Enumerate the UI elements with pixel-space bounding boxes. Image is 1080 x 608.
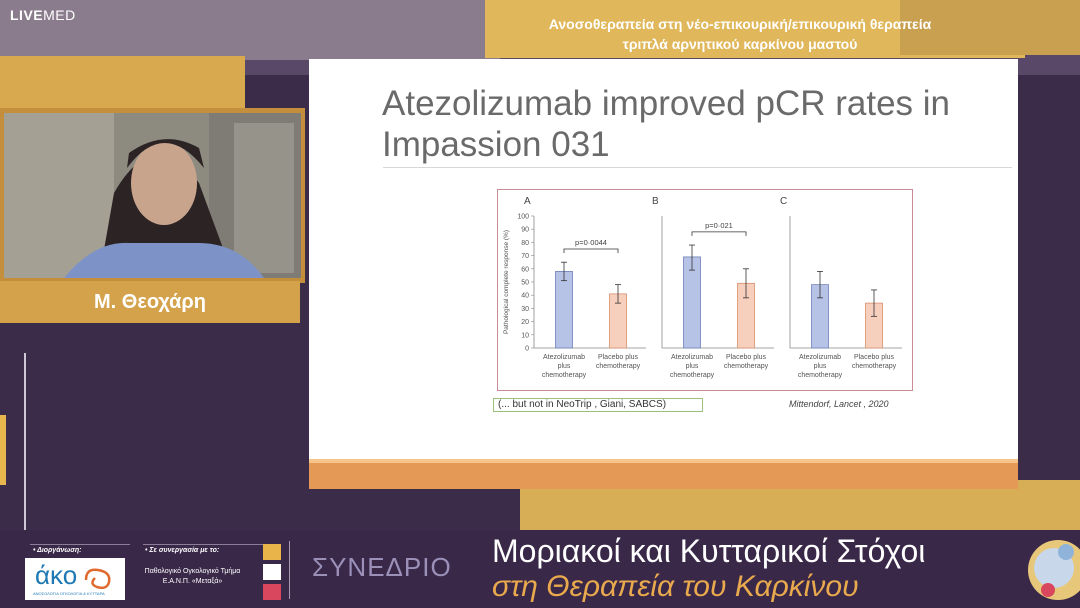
brand-logo: LIVEMED [10, 7, 76, 23]
top-right-accent [900, 0, 1080, 55]
left-gold-band [0, 56, 245, 116]
category-label: Atezolizumab plus chemotherapy [542, 354, 587, 379]
footer-rule-collaboration [143, 544, 273, 545]
panel-label: B [652, 196, 659, 207]
collaboration-line1: Παθολογικό Ογκολογικό Τμήμα [144, 568, 241, 575]
decor-square-2 [263, 564, 281, 580]
session-title: Ανοσοθεραπεία στη νέο-επικουρική/επικουρ… [490, 14, 990, 54]
y-tick-label: 80 [521, 240, 529, 247]
category-label: Placebo plus chemotherapy [852, 354, 897, 370]
organizer-logo-text: άκο [35, 560, 78, 590]
y-tick-label: 70 [521, 253, 529, 260]
y-tick-label: 0 [525, 346, 529, 353]
organizer-logo-mark [84, 568, 111, 590]
category-label: Atezolizumab plus chemotherapy [670, 354, 715, 379]
collaboration-line2: Ε.Α.Ν.Π. «Μεταξά» [162, 578, 223, 585]
speaker-nameplate: Μ. Θεοχάρη [0, 281, 300, 323]
panel-label: C [780, 196, 787, 207]
category-label: Placebo plus chemotherapy [724, 354, 769, 370]
speaker-video [4, 113, 301, 278]
collaboration-partner: Παθολογικό Ογκολογικό Τμήμα Ε.Α.Ν.Π. «Με… [140, 567, 245, 587]
bar [683, 256, 701, 349]
conference-emblem [1018, 532, 1080, 608]
organizer-label: • Διοργάνωση: [33, 547, 82, 554]
bar [555, 271, 573, 349]
congress-word: ΣΥΝΕΔΡΙΟ [312, 552, 452, 582]
y-axis-label: Pathological complete response (%) [503, 230, 510, 334]
footer-rule-organizer [30, 544, 130, 545]
slide-title: Atezolizumab improved pCR rates in Impas… [382, 84, 951, 164]
slide-note: (... but not in NeoTrip , Giani, SABCS) [493, 398, 703, 412]
left-divider-line [24, 353, 26, 533]
p-value-label: p=0·0044 [575, 238, 607, 247]
y-tick-label: 20 [521, 319, 529, 326]
session-title-line1: Ανοσοθεραπεία στη νέο-επικουρική/επικουρ… [548, 16, 932, 32]
decor-square-3 [263, 584, 281, 600]
organizer-logo-subtitle: ΑΝΟΣΟΛΟΓΙΑ ΟΓΚΟΛΟΓΙΑ & ΚΥΤΤΑΡΑ [33, 591, 105, 596]
slide-title-rule [383, 167, 1012, 168]
significance-bracket [691, 231, 747, 236]
panel-label: A [524, 196, 531, 207]
p-value-label: p=0·021 [705, 221, 733, 230]
organizer-logo: άκο ΑΝΟΣΟΛΟΓΙΑ ΟΓΚΟΛΟΓΙΑ & ΚΥΤΤΑΡΑ [25, 558, 125, 600]
slide-bottom-highlight [309, 459, 1018, 463]
brand-med: MED [43, 7, 76, 23]
conference-title-line2: στη Θεραπεία του Καρκίνου [492, 570, 859, 603]
collaboration-label: • Σε συνεργασία με το: [145, 547, 220, 554]
speaker-name: Μ. Θεοχάρη [94, 291, 206, 313]
top-left-background [0, 0, 500, 60]
footer-banner [0, 530, 1080, 608]
y-tick-label: 60 [521, 266, 529, 273]
session-title-line2: τριπλά αρνητικού καρκίνου μαστού [622, 36, 858, 52]
y-tick-label: 40 [521, 293, 529, 300]
conference-title-line1: Μοριακοί και Κυτταρικοί Στόχοι [492, 533, 926, 569]
significance-bracket [563, 248, 619, 253]
slide-bottom-bar [309, 459, 1018, 489]
y-tick-label: 100 [517, 214, 529, 221]
left-accent-strip [0, 415, 6, 485]
bar-chart-figure: A 0 10 20 30 40 50 60 70 80 90 100 Pathological comp… [503, 196, 902, 379]
category-label: Placebo plus chemotherapy [596, 354, 641, 370]
y-tick-label: 90 [521, 227, 529, 234]
decor-square-1 [263, 544, 281, 560]
y-tick-label: 30 [521, 306, 529, 313]
category-label: Atezolizumab plus chemotherapy [798, 354, 843, 379]
figure-frame: A 0 10 20 30 40 50 60 70 80 90 100 Pathological comp… [497, 189, 913, 391]
y-tick-label: 10 [521, 332, 529, 339]
brand-live: LIVE [10, 7, 44, 23]
slide-citation: Mittendorf, Lancet , 2020 [789, 399, 889, 409]
presentation-slide: Atezolizumab improved pCR rates in Impas… [309, 59, 1018, 459]
footer-divider [289, 541, 290, 599]
y-tick-label: 50 [521, 280, 529, 287]
